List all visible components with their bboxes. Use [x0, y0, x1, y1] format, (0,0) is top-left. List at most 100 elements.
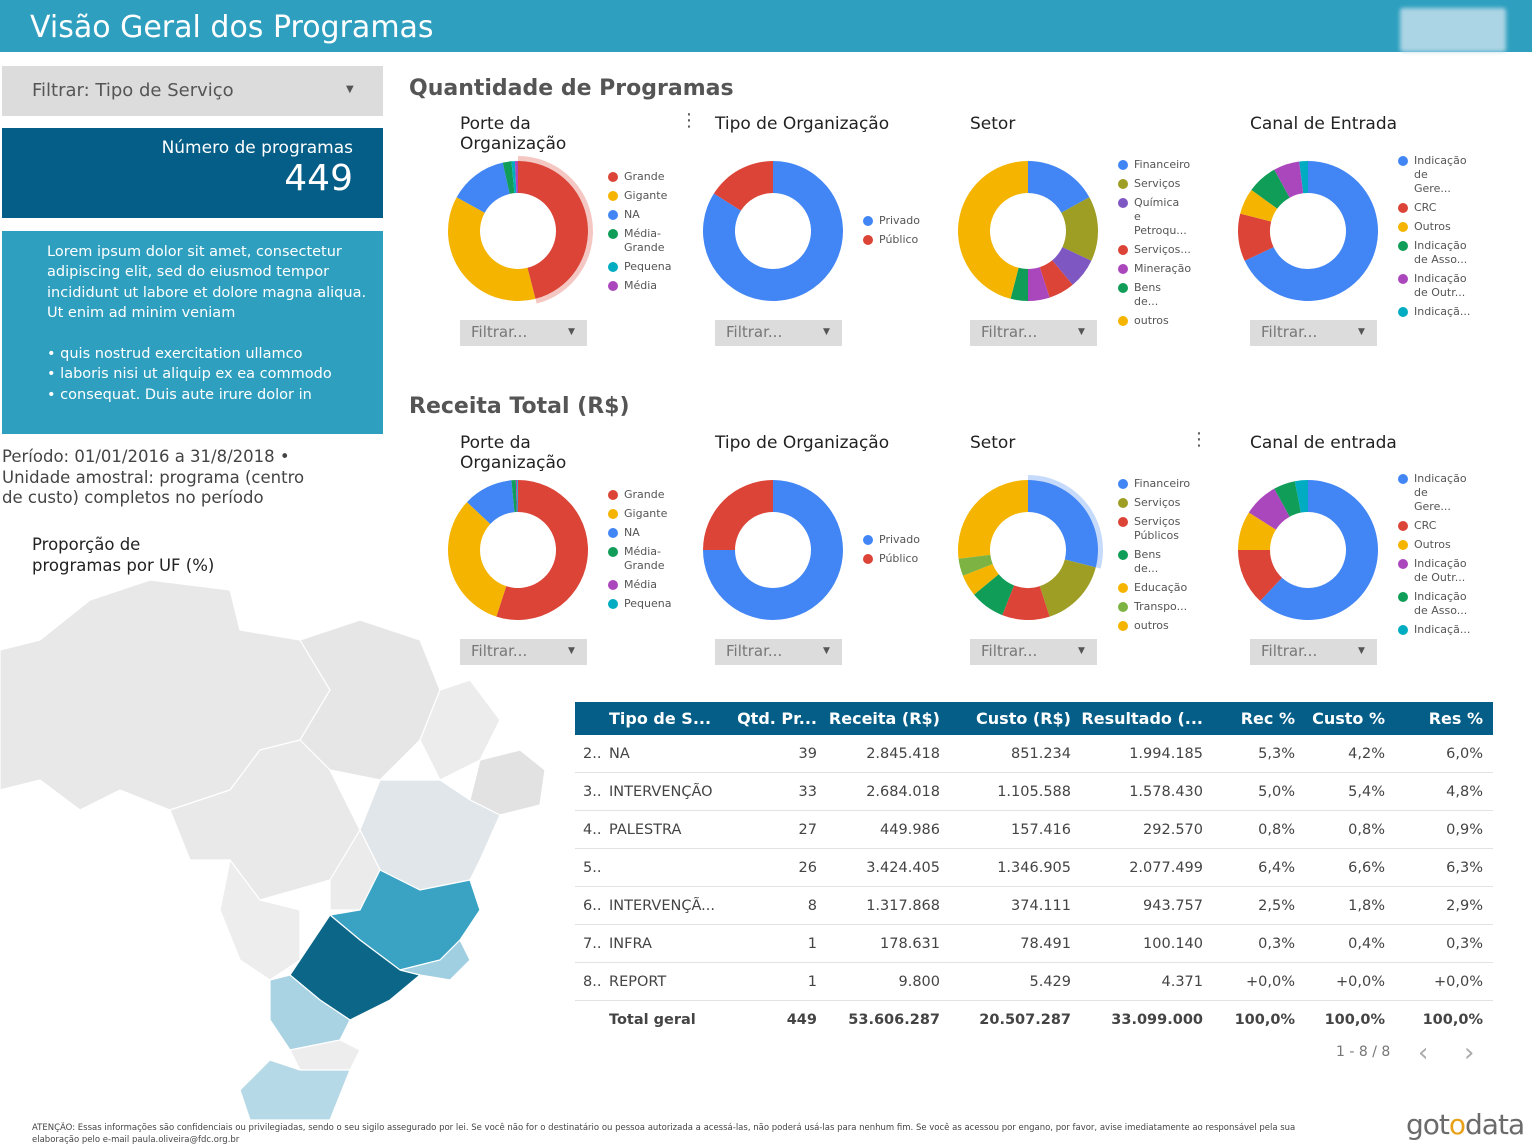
legend-item[interactable]: Bens de... [1118, 548, 1188, 576]
more-options-icon[interactable]: ⋮ [680, 110, 698, 131]
donut-slice[interactable] [703, 161, 843, 301]
donut-slice[interactable] [517, 480, 518, 513]
legend-item[interactable]: Mineração [1118, 262, 1191, 276]
legend-item[interactable]: Outros [1398, 538, 1468, 552]
legend-item[interactable]: Média-Grande [608, 545, 678, 573]
donut-slice[interactable] [1052, 247, 1092, 285]
chart-filter-dropdown[interactable]: Filtrar... ▼ [970, 320, 1097, 346]
legend-item[interactable]: outros [1118, 619, 1188, 633]
legend-item[interactable]: outros [1118, 314, 1188, 328]
legend-item[interactable]: Indicação de Asso... [1398, 239, 1468, 267]
donut-slice[interactable] [515, 480, 518, 513]
donut-slice[interactable] [1061, 197, 1098, 261]
donut-slice[interactable] [957, 161, 1028, 299]
donut-slice[interactable] [1274, 481, 1301, 517]
donut-slice[interactable] [1274, 161, 1304, 198]
donut-slice[interactable] [1010, 267, 1028, 301]
donut-slice[interactable] [1238, 550, 1282, 602]
table-row[interactable]: 5.. 26 3.424.405 1.346.905 2.077.499 6,4% 6,6%… [575, 849, 1493, 887]
legend-item[interactable]: Gigante [608, 507, 678, 521]
donut-chart[interactable] [1233, 156, 1383, 306]
legend-item[interactable]: Público [863, 552, 933, 566]
donut-slice[interactable] [958, 480, 1028, 559]
legend-item[interactable]: Outros [1398, 220, 1468, 234]
legend-item[interactable]: Financeiro [1118, 477, 1190, 491]
donut-slice[interactable] [1028, 161, 1090, 213]
donut-slice[interactable] [703, 480, 843, 620]
donut-slice[interactable] [1002, 585, 1050, 620]
legend-item[interactable]: Financeiro [1118, 158, 1190, 172]
table-row[interactable]: 8.. REPORT 1 9.800 5.429 4.371 +0,0% +0,0% +0,0% [575, 963, 1493, 1001]
donut-slice[interactable] [502, 161, 515, 194]
donut-slice[interactable] [1299, 161, 1308, 194]
donut-slice[interactable] [1238, 213, 1274, 261]
chart-filter-dropdown[interactable]: Filtrar... ▼ [970, 639, 1097, 665]
legend-item[interactable]: Educação [1118, 581, 1188, 595]
donut-slice[interactable] [1260, 480, 1378, 620]
donut-slice[interactable] [456, 162, 510, 213]
table-row[interactable]: 7.. INFRA 1 178.631 78.491 100.140 0,3% 0,4% 0,3… [575, 925, 1493, 963]
chart-filter-dropdown[interactable]: Filtrar... ▼ [715, 639, 842, 665]
donut-chart[interactable] [1233, 475, 1383, 625]
chart-filter-dropdown[interactable]: Filtrar... ▼ [460, 320, 587, 346]
donut-slice[interactable] [496, 480, 588, 620]
donut-slice[interactable] [1251, 169, 1290, 209]
legend-item[interactable]: Pequena [608, 260, 678, 274]
legend-item[interactable]: Indicação de Outr... [1398, 557, 1468, 585]
legend-item[interactable]: Serviços Públicos [1118, 515, 1188, 543]
legend-item[interactable]: Privado [863, 533, 933, 547]
table-header-cell[interactable]: Tipo de S... [609, 709, 712, 728]
table-header-cell[interactable]: Resultado (... [1081, 709, 1203, 728]
legend-item[interactable]: NA [608, 526, 678, 540]
legend-item[interactable]: CRC [1398, 519, 1468, 533]
donut-slice[interactable] [1248, 488, 1290, 530]
table-header-cell[interactable]: Res % [1428, 709, 1483, 728]
donut-chart[interactable] [698, 475, 848, 625]
table-row[interactable]: 6.. INTERVENÇÃ... 8 1.317.868 374.111 943.757… [575, 887, 1493, 925]
legend-item[interactable]: Indicaçã... [1398, 305, 1470, 319]
donut-chart[interactable] [443, 475, 593, 625]
donut-slice[interactable] [1039, 559, 1096, 617]
legend-item[interactable]: Indicação de Gere... [1398, 472, 1468, 514]
donut-chart[interactable] [698, 156, 848, 306]
table-row[interactable]: 2.. NA 39 2.845.418 851.234 1.994.185 5,3% 4,2%… [575, 735, 1493, 773]
donut-slice[interactable] [1240, 189, 1278, 222]
table-row[interactable]: 3.. INTERVENÇÃO 33 2.684.018 1.105.588 1.578.… [575, 773, 1493, 811]
legend-item[interactable]: Transpo... [1118, 600, 1188, 614]
brazil-map[interactable] [0, 580, 560, 1120]
service-type-filter[interactable]: Filtrar: Tipo de Serviço ▼ [2, 66, 383, 116]
donut-slice[interactable] [511, 480, 517, 513]
table-header-cell[interactable]: Receita (R$) [828, 709, 940, 728]
legend-item[interactable]: Indicação de Asso... [1398, 590, 1468, 618]
donut-slice[interactable] [511, 161, 517, 194]
legend-item[interactable]: Público [863, 233, 933, 247]
legend-item[interactable]: Grande [608, 488, 678, 502]
legend-item[interactable]: Indicaçã... [1398, 623, 1470, 637]
table-row[interactable]: 4.. PALESTRA 27 449.986 157.416 292.570 0,8% 0,… [575, 811, 1493, 849]
donut-slice[interactable] [974, 574, 1015, 616]
chart-filter-dropdown[interactable]: Filtrar... ▼ [1250, 320, 1377, 346]
donut-slice[interactable] [518, 161, 589, 299]
previous-page-icon[interactable]: ‹ [1418, 1038, 1429, 1068]
table-header-cell[interactable]: Custo % [1312, 709, 1385, 728]
chart-filter-dropdown[interactable]: Filtrar... ▼ [1250, 639, 1377, 665]
table-header-cell[interactable]: Qtd. Pr... [737, 709, 817, 728]
donut-chart[interactable] [953, 156, 1103, 306]
legend-item[interactable]: Serviços [1118, 177, 1188, 191]
next-page-icon[interactable]: › [1464, 1038, 1475, 1068]
donut-slice[interactable] [514, 161, 518, 194]
legend-item[interactable]: Bens de... [1118, 281, 1188, 309]
legend-item[interactable]: NA [608, 208, 678, 222]
chart-filter-dropdown[interactable]: Filtrar... ▼ [715, 320, 842, 346]
donut-slice[interactable] [958, 554, 993, 576]
chart-filter-dropdown[interactable]: Filtrar... ▼ [460, 639, 587, 665]
legend-item[interactable]: Grande [608, 170, 678, 184]
legend-item[interactable]: Gigante [608, 189, 678, 203]
donut-slice[interactable] [466, 480, 515, 524]
donut-chart[interactable] [953, 475, 1103, 625]
donut-slice[interactable] [1028, 480, 1098, 568]
donut-chart[interactable] [443, 156, 593, 306]
donut-slice[interactable] [1028, 267, 1050, 301]
donut-slice[interactable] [1294, 480, 1308, 513]
legend-item[interactable]: Serviços... [1118, 243, 1191, 257]
